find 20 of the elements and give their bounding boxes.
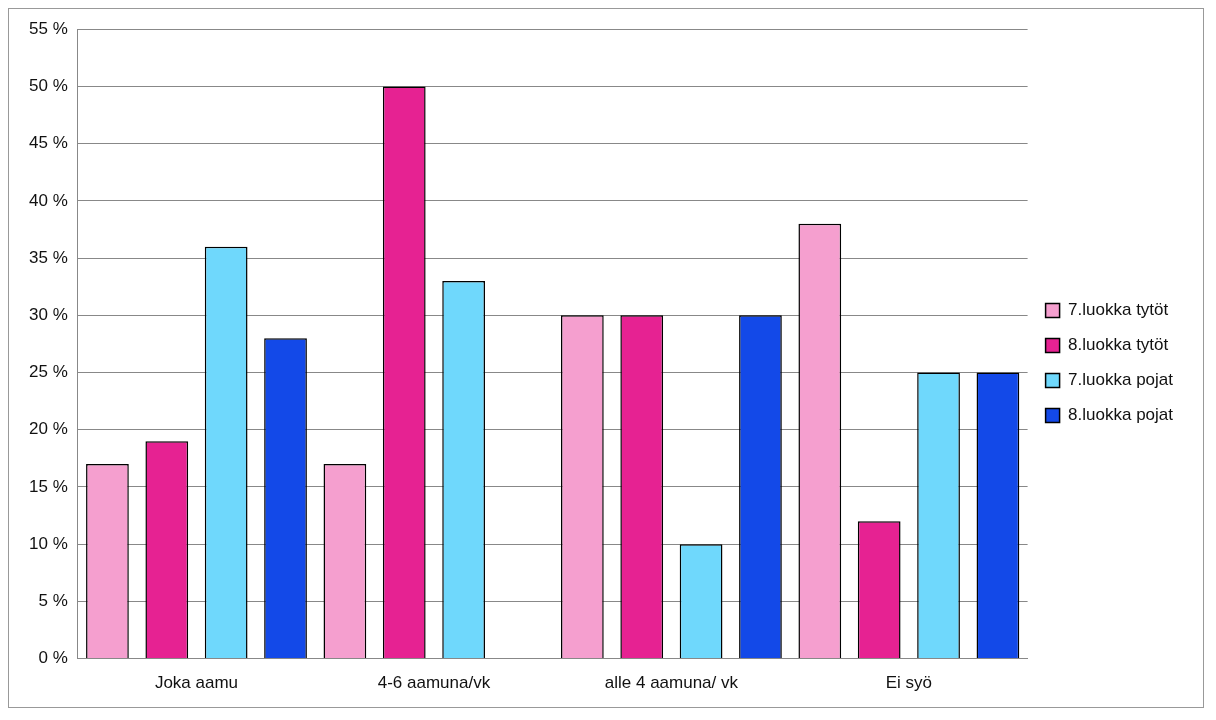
legend-label: 8.luokka pojat [1068, 405, 1174, 425]
y-tick-label: 40 % [29, 190, 68, 210]
legend-label: 8.luokka tytöt [1068, 335, 1169, 355]
x-tick-label: Ei syö [885, 673, 933, 693]
y-tick-label: 50 % [29, 76, 68, 96]
y-tick-label: 30 % [29, 304, 68, 324]
y-tick-label: 35 % [29, 247, 68, 267]
y-tick-label: 55 % [29, 18, 68, 38]
y-tick-label: 45 % [29, 133, 68, 153]
y-tick-label: 25 % [29, 362, 68, 382]
x-tick-label: alle 4 aamuna/ vk [604, 673, 739, 693]
y-tick-label: 10 % [29, 533, 68, 553]
y-tick-label: 5 % [38, 591, 68, 611]
y-tick-label: 15 % [29, 476, 68, 496]
legend-label: 7.luokka tytöt [1068, 300, 1169, 320]
y-tick-label: 20 % [29, 419, 68, 439]
y-tick-label: 0 % [38, 648, 68, 668]
x-tick-label: 4-6 aamuna/vk [377, 673, 491, 693]
legend-label: 7.luokka pojat [1068, 370, 1174, 390]
x-tick-label: Joka aamu [154, 673, 239, 693]
